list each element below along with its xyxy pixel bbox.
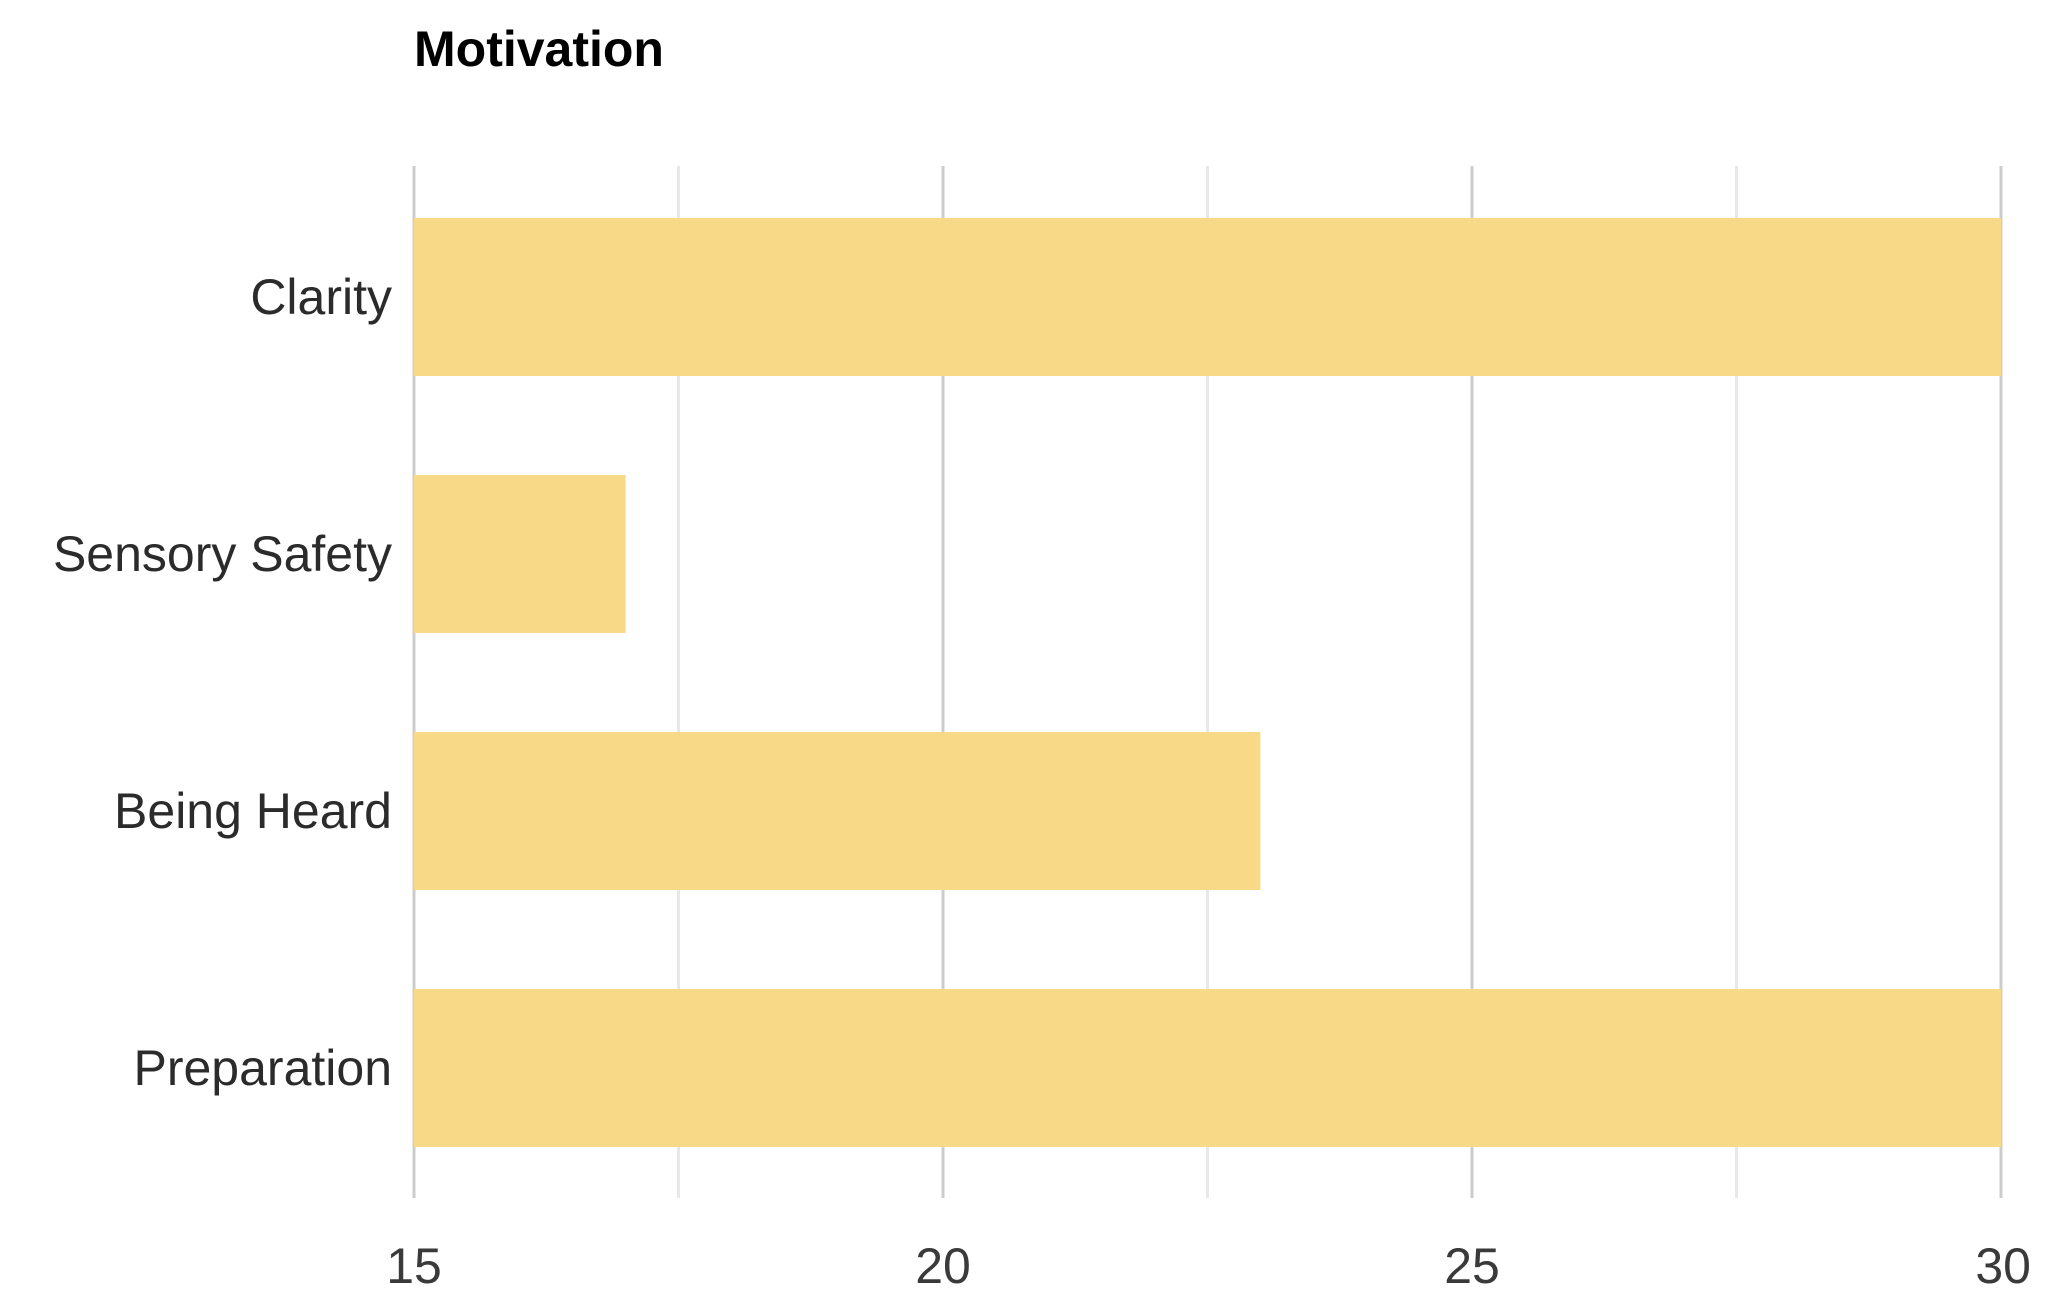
category-label-preparation: Preparation <box>134 1040 393 1096</box>
bar-sensory-safety <box>414 475 626 633</box>
category-label-being-heard: Being Heard <box>114 783 392 839</box>
x-tick-label-3: 30 <box>1975 1238 2031 1294</box>
x-axis-tick-labels: 15 20 25 30 <box>386 1238 2031 1294</box>
x-tick-label-0: 15 <box>386 1238 442 1294</box>
chart-title: Motivation <box>414 21 664 77</box>
bar-clarity <box>414 218 2001 376</box>
category-label-clarity: Clarity <box>250 269 392 325</box>
bar-being-heard <box>414 732 1261 890</box>
bars <box>414 218 2001 1147</box>
x-tick-label-2: 25 <box>1444 1238 1500 1294</box>
category-labels: Clarity Sensory Safety Being Heard Preparat… <box>53 269 392 1096</box>
category-label-sensory-safety: Sensory Safety <box>53 526 392 582</box>
bar-preparation <box>414 989 2001 1147</box>
x-tick-label-1: 20 <box>915 1238 971 1294</box>
